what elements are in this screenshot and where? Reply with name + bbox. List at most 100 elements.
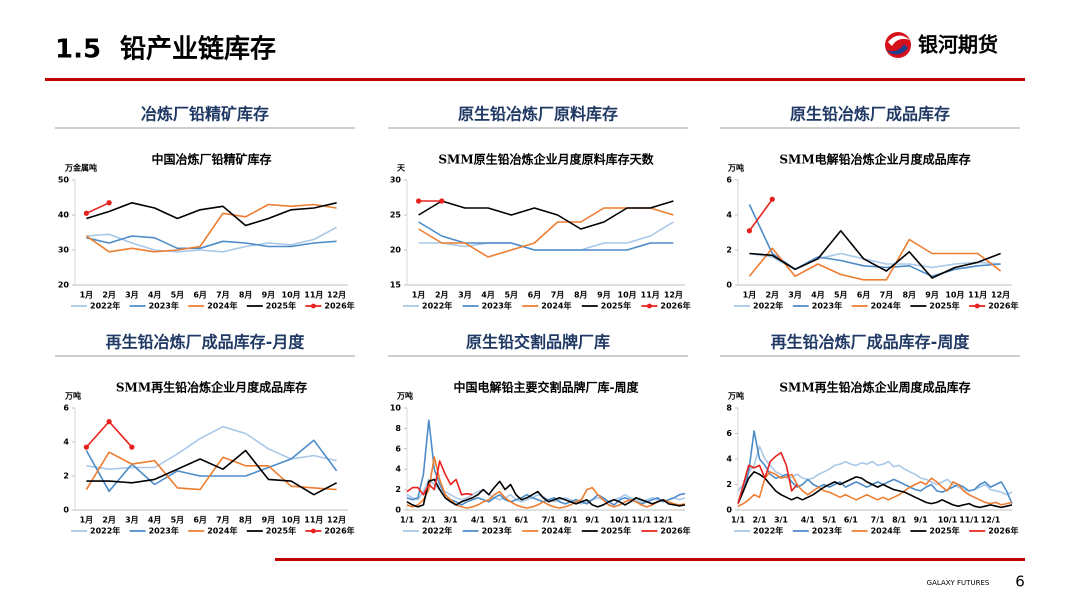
- x-tick-label: 12月: [991, 291, 1010, 300]
- y-tick-label: 20: [58, 281, 70, 290]
- series-marker: [746, 228, 753, 234]
- chart-title: 中国电解铅主要交割品牌厂库-周度: [454, 380, 640, 395]
- legend-label: 2024年: [541, 526, 571, 536]
- series-line: [748, 238, 1002, 281]
- legend-label: 2022年: [90, 526, 120, 536]
- series-marker: [439, 198, 445, 204]
- x-tick-label: 11月: [968, 291, 987, 300]
- legend-label: 2023年: [812, 301, 842, 311]
- legend-label: 2022年: [422, 301, 452, 311]
- x-tick-label: 8月: [239, 516, 253, 525]
- legend-label: 2025年: [601, 526, 631, 536]
- x-tick-label: 9/1: [914, 516, 928, 525]
- series-line: [85, 420, 133, 448]
- series-line: [86, 226, 337, 253]
- x-tick-label: 4月: [148, 516, 162, 525]
- series-line: [406, 478, 686, 505]
- x-tick-label: 5月: [504, 291, 518, 300]
- x-tick-label: 1/1: [400, 516, 414, 525]
- x-tick-label: 4月: [148, 291, 162, 300]
- x-tick-label: 1月: [412, 291, 426, 300]
- x-tick-label: 7月: [880, 291, 894, 300]
- y-tick-label: 15: [390, 281, 402, 290]
- series-marker: [769, 196, 775, 202]
- y-tick-label: 25: [390, 211, 402, 220]
- chart-title: SMM电解铅冶炼企业月度成品库存: [779, 152, 970, 167]
- series-marker: [415, 198, 422, 204]
- x-tick-label: 11月: [641, 291, 660, 300]
- section-title: 原生铅冶炼厂原料库存: [458, 105, 618, 124]
- x-tick-label: 5月: [171, 291, 185, 300]
- series-marker: [83, 210, 89, 216]
- series-line: [86, 425, 337, 470]
- series-line: [85, 203, 337, 253]
- series-line: [748, 198, 773, 232]
- x-tick-label: 10月: [282, 291, 301, 300]
- y-tick-label: 4: [726, 211, 732, 220]
- y-tick-label: 2: [63, 472, 69, 481]
- x-tick-label: 7月: [216, 291, 230, 300]
- x-tick-label: 4月: [481, 291, 495, 300]
- legend-label: 2023年: [812, 526, 842, 536]
- x-tick-label: 3/1: [774, 516, 788, 525]
- x-tick-label: 7/1: [542, 516, 556, 525]
- legend-label: 2022年: [90, 301, 120, 311]
- x-tick-label: 2/1: [422, 516, 436, 525]
- unit-label: 万吨: [64, 391, 81, 401]
- x-tick-label: 9月: [262, 516, 276, 525]
- y-tick-label: 2: [726, 480, 732, 489]
- legend-label: 2024年: [207, 301, 237, 311]
- unit-label: 天: [397, 164, 406, 173]
- page-number: 6: [1015, 573, 1025, 591]
- y-tick-label: 4: [395, 465, 401, 474]
- y-tick-label: 8: [395, 424, 401, 433]
- section-title: 再生铅冶炼厂成品库存-周度: [771, 333, 971, 352]
- legend-marker: [647, 303, 652, 309]
- x-tick-label: 9月: [925, 291, 939, 300]
- legend-label: 2022年: [422, 526, 452, 536]
- legend-label: 2025年: [929, 526, 959, 536]
- x-tick-label: 5月: [171, 516, 185, 525]
- x-tick-label: 6月: [193, 516, 207, 525]
- y-tick-label: 10: [390, 404, 402, 413]
- series-line: [406, 456, 686, 509]
- y-tick-label: 0: [726, 281, 732, 290]
- y-tick-label: 6: [63, 404, 69, 413]
- legend-marker: [311, 303, 316, 309]
- series-line: [737, 451, 798, 504]
- x-tick-label: 2月: [102, 291, 116, 300]
- series-line: [406, 419, 686, 506]
- x-tick-label: 2月: [435, 291, 449, 300]
- x-tick-label: 7月: [551, 291, 565, 300]
- y-tick-label: 50: [58, 176, 70, 185]
- y-tick-label: 20: [390, 246, 402, 255]
- x-tick-label: 4/1: [801, 516, 815, 525]
- x-tick-label: 6月: [528, 291, 542, 300]
- y-tick-label: 2: [395, 485, 401, 494]
- y-tick-label: 4: [726, 455, 732, 464]
- y-tick-label: 0: [726, 506, 732, 515]
- section-title: 再生铅冶炼厂成品库存-月度: [106, 333, 306, 352]
- legend-label: 2026年: [988, 526, 1018, 536]
- unit-label: 万金属吨: [64, 163, 97, 173]
- chart-title: SMM再生铅冶炼企业周度成品库存: [779, 380, 970, 395]
- legend-label: 2024年: [871, 301, 901, 311]
- x-tick-label: 3月: [458, 291, 472, 300]
- x-tick-label: 12月: [664, 291, 683, 300]
- x-tick-label: 10/1: [938, 516, 958, 525]
- unit-label: 万吨: [727, 163, 744, 173]
- x-tick-label: 11/1: [959, 516, 979, 525]
- legend-label: 2025年: [266, 301, 296, 311]
- footer-company: GALAXY FUTURES: [927, 579, 990, 587]
- y-tick-label: 8: [726, 404, 732, 413]
- x-tick-label: 8月: [902, 291, 916, 300]
- x-tick-label: 3月: [125, 516, 139, 525]
- series-line: [85, 439, 338, 493]
- x-tick-label: 10月: [282, 516, 301, 525]
- x-tick-label: 5月: [834, 291, 848, 300]
- legend-label: 2026年: [324, 301, 354, 311]
- x-tick-label: 8月: [574, 291, 588, 300]
- legend-label: 2023年: [482, 526, 512, 536]
- series-marker: [106, 419, 112, 425]
